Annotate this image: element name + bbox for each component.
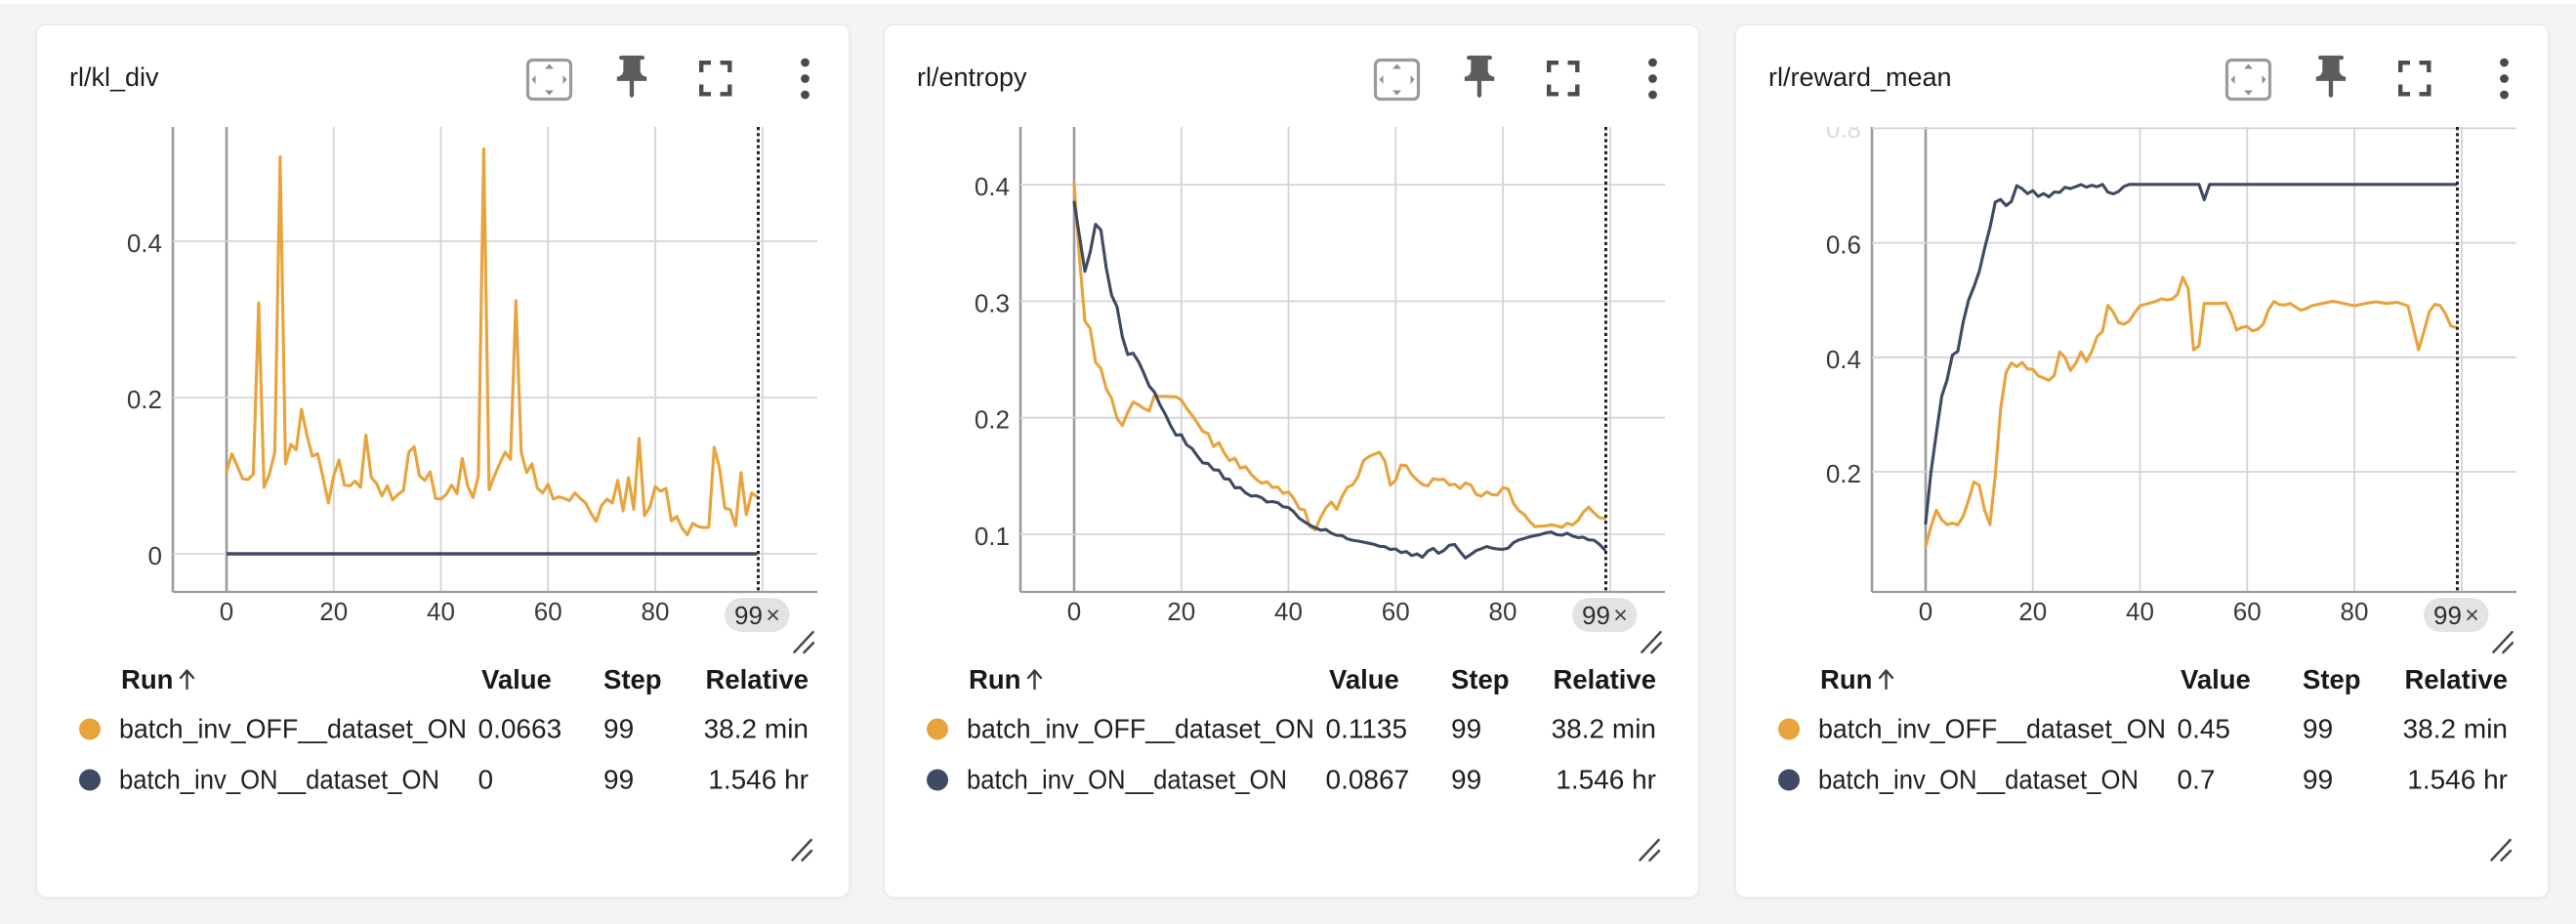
svg-text:Run: Run (121, 664, 173, 694)
svg-text:20: 20 (1167, 597, 1195, 626)
svg-text:80: 80 (1489, 597, 1517, 626)
svg-text:batch_inv_ON__dataset_ON: batch_inv_ON__dataset_ON (967, 765, 1287, 795)
svg-text:1.546 hr: 1.546 hr (708, 765, 809, 795)
svg-text:×: × (766, 602, 780, 629)
svg-text:99: 99 (1582, 601, 1610, 630)
svg-text:batch_inv_OFF__dataset_ON: batch_inv_OFF__dataset_ON (1818, 714, 2166, 744)
svg-text:99: 99 (603, 765, 634, 795)
svg-text:38.2 min: 38.2 min (1552, 714, 1656, 744)
svg-text:Relative: Relative (1554, 664, 1656, 694)
svg-text:38.2 min: 38.2 min (2403, 714, 2508, 744)
svg-text:rl/entropy: rl/entropy (917, 63, 1027, 92)
svg-text:40: 40 (2126, 597, 2154, 626)
svg-text:batch_inv_OFF__dataset_ON: batch_inv_OFF__dataset_ON (119, 714, 467, 744)
svg-text:40: 40 (1274, 597, 1303, 626)
svg-text:99: 99 (1451, 714, 1481, 744)
svg-text:0.2: 0.2 (1826, 459, 1861, 488)
svg-text:0.3: 0.3 (975, 288, 1010, 317)
svg-text:99: 99 (603, 714, 634, 744)
svg-text:0.4: 0.4 (1826, 345, 1861, 374)
svg-text:1.546 hr: 1.546 hr (1556, 765, 1656, 795)
svg-text:20: 20 (319, 597, 348, 626)
svg-text:0: 0 (1067, 597, 1081, 626)
svg-text:60: 60 (534, 597, 562, 626)
svg-text:Run: Run (969, 664, 1020, 694)
svg-text:0: 0 (478, 765, 494, 795)
svg-text:Step: Step (1451, 664, 1510, 694)
svg-text:batch_inv_ON__dataset_ON: batch_inv_ON__dataset_ON (119, 765, 439, 795)
svg-text:60: 60 (1382, 597, 1410, 626)
svg-text:99: 99 (2303, 714, 2333, 744)
svg-text:99: 99 (2303, 765, 2333, 795)
svg-text:0: 0 (148, 541, 162, 570)
svg-text:0.2: 0.2 (127, 385, 162, 414)
svg-text:batch_inv_ON__dataset_ON: batch_inv_ON__dataset_ON (1818, 765, 2139, 795)
svg-text:0.4: 0.4 (975, 172, 1010, 201)
svg-text:0.2: 0.2 (975, 405, 1010, 435)
svg-text:Relative: Relative (706, 664, 809, 694)
svg-text:80: 80 (2341, 597, 2369, 626)
svg-text:×: × (2465, 602, 2479, 629)
svg-text:0.7: 0.7 (2178, 765, 2216, 795)
svg-text:20: 20 (2018, 597, 2047, 626)
svg-text:×: × (1613, 602, 1628, 629)
svg-text:40: 40 (427, 597, 455, 626)
svg-text:batch_inv_OFF__dataset_ON: batch_inv_OFF__dataset_ON (967, 714, 1314, 744)
svg-text:0.1135: 0.1135 (1326, 714, 1408, 744)
svg-text:0.6: 0.6 (1826, 231, 1861, 260)
svg-text:rl/reward_mean: rl/reward_mean (1768, 63, 1952, 92)
svg-text:0.0663: 0.0663 (478, 714, 562, 744)
svg-text:0.8: 0.8 (1826, 114, 1861, 144)
svg-text:0.45: 0.45 (2178, 714, 2231, 744)
svg-text:0.4: 0.4 (127, 229, 162, 258)
svg-text:Value: Value (2181, 664, 2251, 694)
svg-text:1.546 hr: 1.546 hr (2407, 765, 2508, 795)
svg-text:0.0867: 0.0867 (1326, 765, 1410, 795)
svg-text:80: 80 (642, 597, 670, 626)
svg-text:Step: Step (603, 664, 662, 694)
svg-text:60: 60 (2233, 597, 2262, 626)
svg-text:38.2 min: 38.2 min (704, 714, 809, 744)
svg-text:0.1: 0.1 (975, 522, 1010, 551)
svg-text:99: 99 (1451, 765, 1481, 795)
svg-text:rl/kl_div: rl/kl_div (69, 63, 159, 92)
svg-text:Relative: Relative (2405, 664, 2508, 694)
svg-text:Run: Run (1820, 664, 1872, 694)
svg-text:0: 0 (1919, 597, 1932, 626)
svg-text:Step: Step (2303, 664, 2361, 694)
svg-text:99: 99 (734, 601, 763, 630)
svg-text:Value: Value (1329, 664, 1399, 694)
svg-text:99: 99 (2433, 601, 2462, 630)
svg-text:0: 0 (220, 597, 233, 626)
svg-text:Value: Value (481, 664, 552, 694)
